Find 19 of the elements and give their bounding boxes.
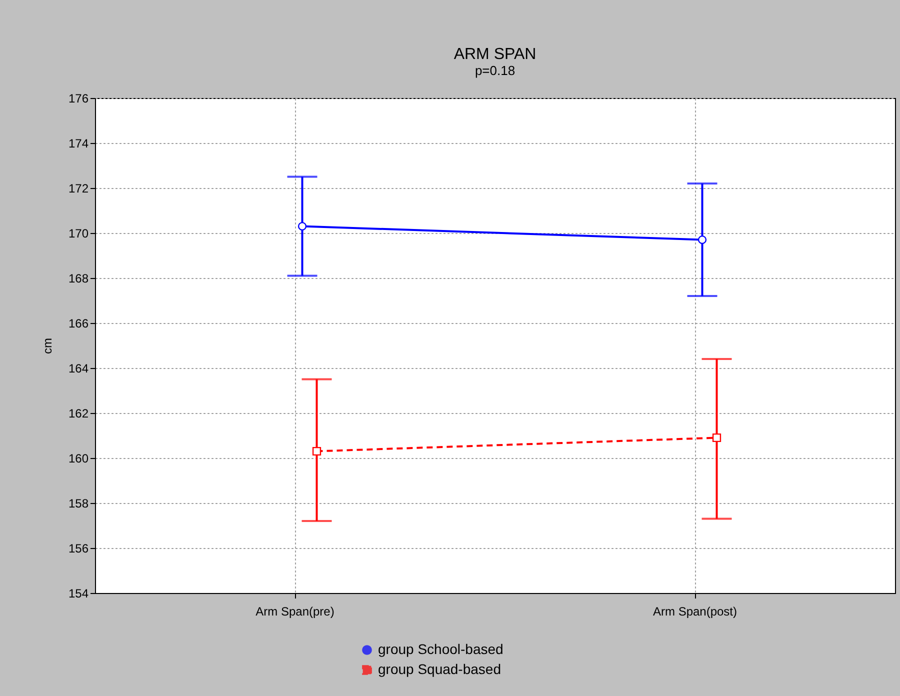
y-tick-label: 162 xyxy=(68,406,89,420)
y-tick-label: 158 xyxy=(68,496,89,510)
y-axis-title: cm xyxy=(40,338,54,354)
chart-subtitle: p=0.18 xyxy=(474,63,516,78)
y-tick-label: 160 xyxy=(68,452,89,466)
y-tick-label: 164 xyxy=(68,362,89,376)
y-tick-label: 154 xyxy=(68,586,89,600)
y-tick-label: 168 xyxy=(68,272,89,286)
y-tick-label: 166 xyxy=(68,316,89,330)
y-tick-label: 170 xyxy=(68,226,89,240)
y-tick-label: 174 xyxy=(68,136,89,150)
y-tick-label: 176 xyxy=(68,92,89,106)
x-tick-label: Arm Span(post) xyxy=(652,604,738,618)
chart-title: ARM SPAN xyxy=(454,46,536,63)
legend-label: group School-based xyxy=(378,641,504,657)
x-tick-label: Arm Span(pre) xyxy=(256,604,334,618)
legend-label: group Squad-based xyxy=(378,661,501,677)
y-tick-label: 172 xyxy=(68,182,89,196)
y-tick-label: 156 xyxy=(68,542,89,556)
